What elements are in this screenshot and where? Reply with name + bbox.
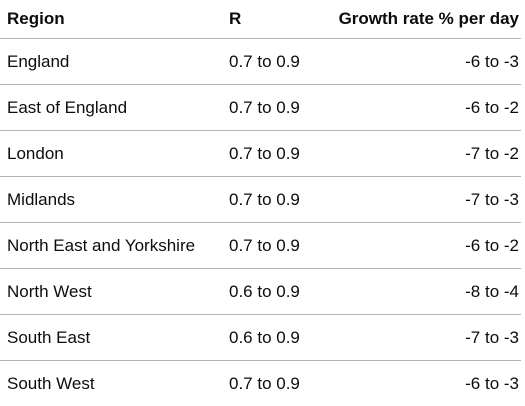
cell-r: 0.7 to 0.9	[222, 84, 330, 131]
header-growth-rate: Growth rate % per day	[330, 0, 521, 39]
header-region: Region	[0, 0, 222, 39]
cell-r: 0.7 to 0.9	[229, 373, 300, 393]
cell-growth-rate: -6 to -2	[330, 84, 521, 131]
cell-region: Midlands	[0, 176, 222, 223]
cell-r: 0.6 to 0.9	[222, 268, 330, 315]
cell-growth-rate: -6 to -2	[330, 222, 521, 269]
cell-region: England	[0, 38, 222, 85]
cell-region: East of England	[0, 84, 222, 131]
cell-region: North East and Yorkshire	[0, 222, 222, 269]
cell-growth-rate: -6 to -3	[330, 38, 521, 85]
cell-growth-rate: -7 to -2	[330, 130, 521, 177]
cell-growth-rate: -7 to -3	[330, 176, 521, 223]
cell-growth-rate: -7 to -3	[330, 314, 521, 361]
cell-r: 0.7 to 0.9	[222, 130, 330, 177]
table-row: East of England 0.7 to 0.9 -6 to -2	[0, 84, 521, 131]
table-row: South East 0.6 to 0.9 -7 to -3	[0, 314, 521, 361]
table-header: Region R Growth rate % per day	[0, 0, 521, 39]
cell-r: 0.7 to 0.9	[222, 176, 330, 223]
cell-growth-rate: -6 to -3	[465, 373, 519, 393]
cell-r: 0.7 to 0.9	[222, 38, 330, 85]
cell-r: 0.7 to 0.9	[222, 222, 330, 269]
table-row: North East and Yorkshire 0.7 to 0.9 -6 t…	[0, 222, 521, 269]
table-row: North West 0.6 to 0.9 -8 to -4	[0, 268, 521, 315]
cell-region: South West	[7, 373, 95, 393]
header-r: R	[222, 0, 330, 39]
table-row: Midlands 0.7 to 0.9 -7 to -3	[0, 176, 521, 223]
table-row: South West 0.7 to 0.9 -6 to -3	[0, 361, 521, 406]
cell-region: South East	[0, 314, 222, 361]
table-row: England 0.7 to 0.9 -6 to -3	[0, 38, 521, 85]
table-body: England 0.7 to 0.9 -6 to -3 East of Engl…	[0, 38, 521, 406]
cell-r: 0.6 to 0.9	[222, 314, 330, 361]
header-row: Region R Growth rate % per day	[0, 0, 521, 39]
cell-growth-rate: -8 to -4	[330, 268, 521, 315]
table-row: London 0.7 to 0.9 -7 to -2	[0, 130, 521, 177]
cell-region: London	[0, 130, 222, 177]
cell-region: North West	[0, 268, 222, 315]
